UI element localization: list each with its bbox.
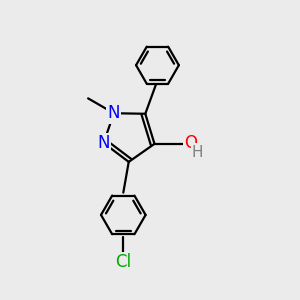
Text: Cl: Cl <box>115 254 131 272</box>
Text: N: N <box>108 104 120 122</box>
Text: O: O <box>184 134 197 152</box>
Text: H: H <box>192 145 203 160</box>
Text: N: N <box>98 134 110 152</box>
